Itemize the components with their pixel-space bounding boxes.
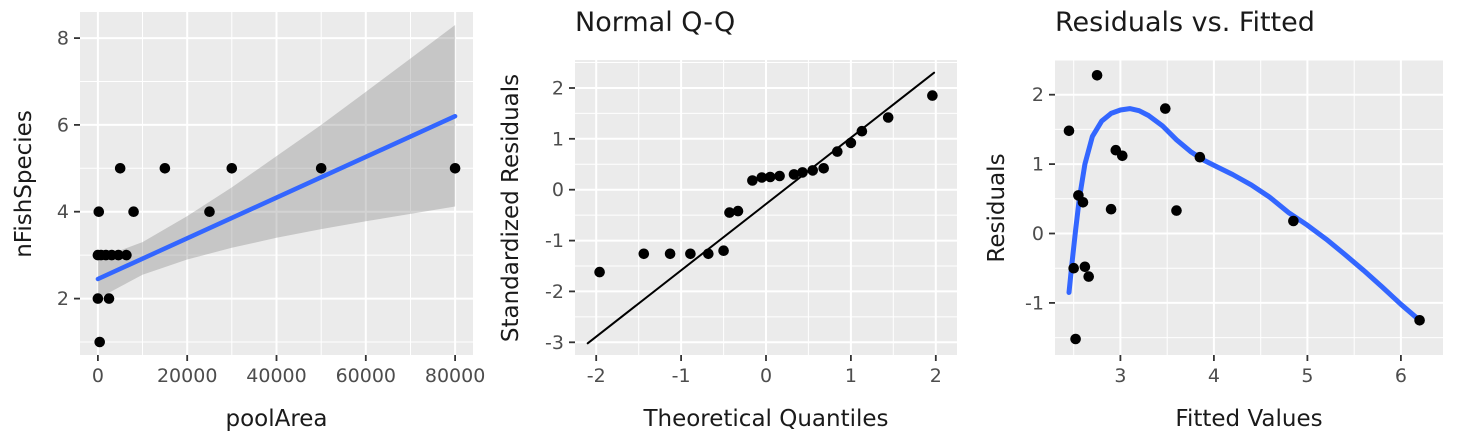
y-tick-label: 1	[1032, 154, 1044, 176]
data-point	[226, 163, 238, 174]
data-point	[747, 175, 758, 186]
confidence-ribbon	[97, 25, 456, 299]
data-point	[449, 163, 461, 174]
x-axis-title: Fitted Values	[1175, 406, 1323, 432]
x-axis-title: poolArea	[225, 406, 328, 432]
y-tick-label: 6	[57, 114, 69, 136]
y-tick-label: 2	[552, 78, 564, 100]
data-point	[832, 146, 843, 157]
y-tick-label: 0	[1032, 223, 1044, 245]
y-tick-label: -2	[545, 281, 564, 303]
data-point	[732, 205, 744, 217]
x-tick-label: 4	[1208, 365, 1220, 387]
data-point	[1160, 103, 1171, 114]
data-point	[845, 137, 857, 149]
data-point	[856, 125, 868, 137]
data-point	[685, 248, 696, 260]
data-point	[638, 248, 650, 260]
data-point	[594, 266, 605, 278]
regression-line	[95, 113, 458, 282]
y-tick-label: 2	[1032, 84, 1044, 106]
data-point	[1077, 197, 1089, 208]
data-point	[797, 167, 808, 178]
x-tick-label: 2	[930, 365, 942, 387]
data-point	[93, 206, 105, 217]
chart-title: Residuals vs. Fitted	[1055, 7, 1315, 38]
data-point	[764, 171, 776, 183]
data-point	[788, 169, 800, 180]
data-point	[1414, 315, 1425, 326]
y-tick-label: -3	[545, 332, 564, 354]
data-point	[774, 170, 785, 182]
data-point	[703, 248, 714, 260]
data-point	[718, 245, 729, 256]
plot-panel: 0 20000 40000 60000 80000 2 4 6 8	[57, 12, 485, 387]
y-tick-label: 8	[57, 28, 69, 50]
loess-curve	[1066, 106, 1423, 323]
x-tick-label: 0	[760, 365, 772, 387]
x-tick-label: 5	[1301, 365, 1313, 387]
data-point	[882, 112, 894, 123]
y-tick-label: -1	[545, 230, 564, 252]
data-point	[1194, 151, 1206, 163]
y-tick-label: 0	[552, 179, 564, 201]
data-point	[807, 165, 818, 176]
data-point	[756, 172, 768, 183]
x-tick-label: 6	[1395, 365, 1407, 387]
x-tick-label: 60000	[336, 365, 396, 387]
data-point	[664, 248, 676, 260]
data-point	[724, 207, 735, 218]
x-tick-label: -2	[587, 365, 606, 387]
data-point	[114, 163, 126, 174]
x-tick-label: 3	[1114, 365, 1126, 387]
data-point	[1079, 261, 1091, 273]
plot-panel: 3 4 5 6 -1 0 1 2	[1025, 59, 1443, 387]
data-point	[1117, 150, 1128, 162]
data-point	[1171, 205, 1182, 216]
x-axis-title: Theoretical Quantiles	[643, 406, 889, 432]
data-point	[1068, 262, 1079, 274]
x-tick-label: 80000	[425, 365, 485, 387]
data-point	[1105, 203, 1117, 215]
data-point	[1288, 215, 1299, 227]
y-tick-label: 1	[552, 128, 564, 150]
data-point	[927, 90, 938, 101]
data-point	[121, 249, 132, 261]
data-point	[113, 249, 124, 261]
data-point	[818, 163, 829, 174]
data-point	[1091, 70, 1103, 81]
qq-line	[586, 71, 936, 345]
y-tick-label: 2	[57, 288, 69, 310]
data-point	[1063, 125, 1075, 137]
x-tick-label: 0	[92, 365, 104, 387]
plot-panel: -2 -1 0 1 2 -3 -2 -1 0 1 2	[545, 60, 957, 387]
data-point	[159, 163, 171, 174]
data-point	[204, 206, 215, 217]
x-tick-label: 20000	[157, 365, 217, 387]
data-point	[315, 163, 327, 174]
chart-normal-qq: Normal Q-Q Standardized Residuals -2 -1 0 1…	[487, 0, 973, 441]
data-point	[103, 293, 115, 304]
data-point	[128, 206, 139, 217]
x-tick-label: -1	[672, 365, 691, 387]
data-point	[1083, 271, 1094, 282]
chart-species-vs-poolarea: nFishSpecies 0 20000 40000 60000 80000 2 4 6 8 p…	[0, 0, 487, 441]
chart-title: Normal Q-Q	[575, 7, 736, 38]
data-point	[94, 336, 105, 348]
chart-residuals-vs-fitted: Residuals vs. Fitted Residuals 3 4 5 6 -1 0 1 2…	[973, 0, 1459, 441]
x-tick-label: 40000	[246, 365, 306, 387]
x-tick-label: 1	[845, 365, 857, 387]
data-point	[92, 293, 104, 304]
data-point	[1070, 333, 1081, 345]
y-tick-label: 4	[57, 201, 69, 223]
y-tick-label: -1	[1025, 292, 1044, 314]
